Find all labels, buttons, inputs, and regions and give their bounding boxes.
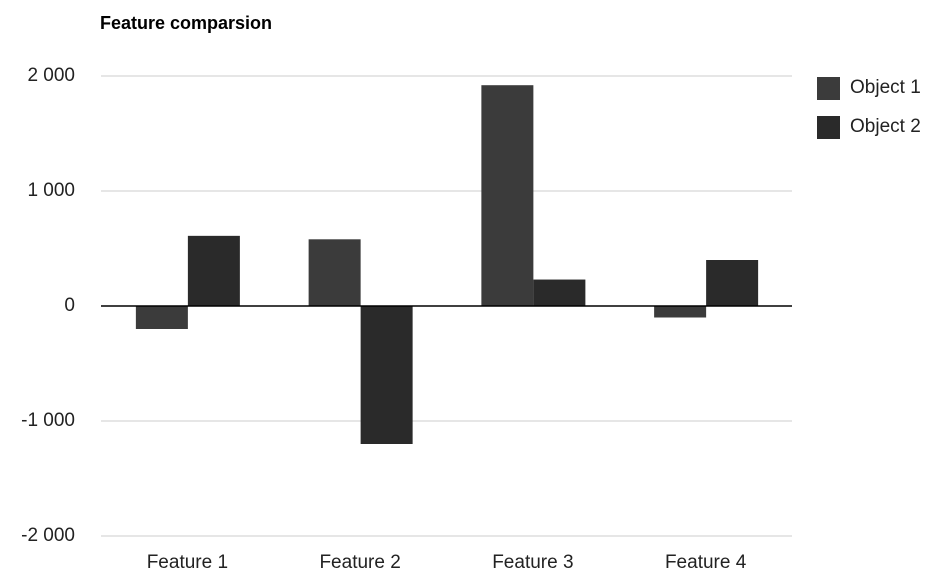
x-tick-label: Feature 1 <box>147 552 228 573</box>
y-tick-label: -2 000 <box>21 525 75 546</box>
bar <box>533 279 586 306</box>
x-tick-label: Feature 3 <box>492 552 573 573</box>
y-tick-label: 1 000 <box>27 180 75 201</box>
x-tick-label: Feature 4 <box>665 552 747 573</box>
x-tick-label: Feature 2 <box>319 552 400 573</box>
bar <box>706 260 759 306</box>
chart-title: Feature comparsion <box>100 13 272 33</box>
bar <box>308 239 361 306</box>
bar <box>187 235 240 306</box>
bar <box>481 85 534 306</box>
legend-label: Object 2 <box>850 116 921 137</box>
y-tick-label: -1 000 <box>21 410 75 431</box>
y-tick-label: 2 000 <box>27 65 75 86</box>
bar <box>135 306 188 329</box>
bar <box>654 306 707 318</box>
bar <box>360 306 413 444</box>
legend-label: Object 1 <box>850 77 921 98</box>
legend-swatch <box>817 116 840 139</box>
legend-swatch <box>817 77 840 100</box>
y-tick-label: 0 <box>64 295 75 316</box>
